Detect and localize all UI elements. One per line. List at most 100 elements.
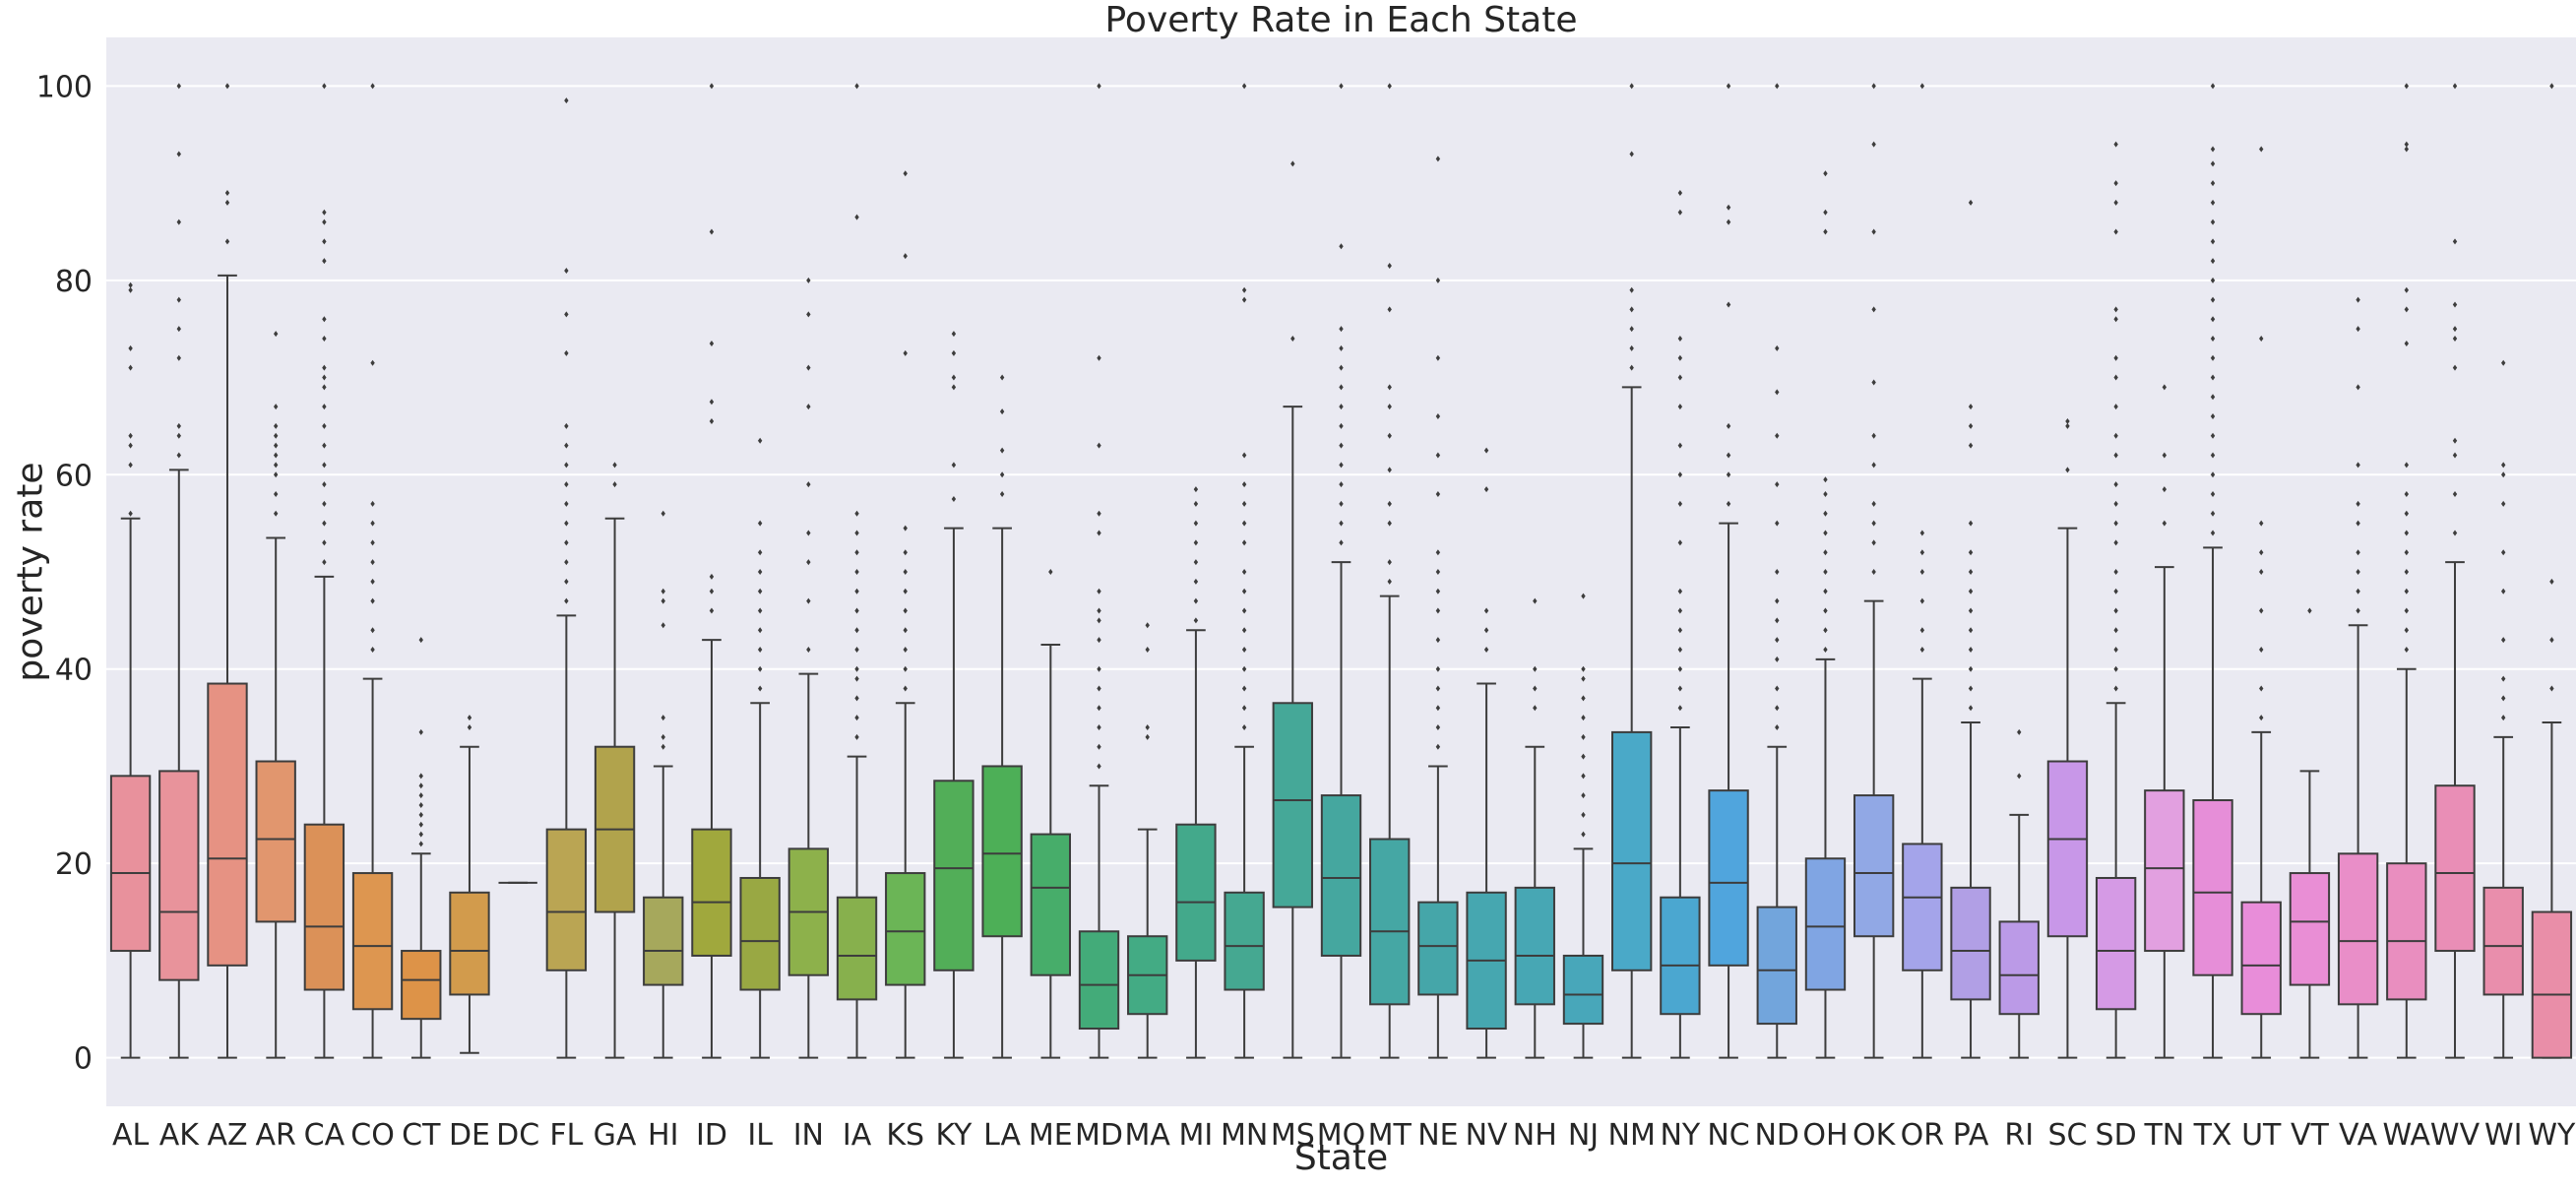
outlier-point: [2210, 452, 2216, 459]
outlier-point: [1435, 277, 1441, 283]
box-mt: [1369, 83, 1411, 1059]
box-nj: [1562, 593, 1604, 1059]
outlier-point: [1339, 243, 1344, 250]
outlier-point: [1193, 578, 1199, 585]
outlier-point: [1339, 500, 1344, 507]
outlier-point: [1193, 500, 1199, 507]
outlier-point: [273, 491, 279, 498]
outlier-point: [176, 151, 181, 157]
outlier-point: [2404, 491, 2410, 498]
outlier-point: [2113, 520, 2118, 527]
outlier-point: [757, 588, 763, 594]
outlier-point: [224, 238, 230, 245]
outlier-point: [2356, 588, 2360, 594]
iqr-box: [2046, 760, 2089, 938]
outlier-point: [1968, 607, 1974, 614]
outlier-point: [2356, 520, 2360, 527]
outlier-point: [1435, 354, 1441, 361]
outlier-point: [1581, 811, 1586, 818]
outlier-point: [806, 530, 811, 536]
outlier-point: [1919, 627, 1925, 634]
outlier-point: [322, 422, 327, 429]
outlier-point: [273, 331, 279, 338]
outlier-point: [2113, 180, 2118, 187]
outlier-point: [2113, 141, 2118, 148]
iqr-box: [1369, 838, 1411, 1006]
x-tick-label-mt: MT: [1368, 1118, 1413, 1153]
outlier-point: [806, 646, 811, 653]
outlier-point: [1097, 723, 1101, 730]
outlier-point: [2210, 146, 2216, 153]
x-tick-label-nv: NV: [1466, 1118, 1508, 1153]
outlier-point: [2404, 306, 2410, 313]
outlier-point: [999, 374, 1005, 381]
outlier-point: [1533, 685, 1538, 692]
outlier-point: [1968, 705, 1974, 712]
outlier-point: [1435, 665, 1441, 672]
outlier-point: [2452, 530, 2458, 536]
outlier-point: [418, 782, 423, 789]
outlier-point: [1097, 530, 1101, 536]
outlier-point: [2452, 238, 2458, 245]
outlier-point: [418, 841, 423, 847]
outlier-point: [2259, 607, 2264, 614]
outlier-point: [854, 675, 859, 682]
outlier-point: [2113, 685, 2118, 692]
outlier-point: [2404, 141, 2410, 148]
outlier-point: [1241, 539, 1247, 546]
box-ne: [1417, 156, 1459, 1059]
iqr-box: [2337, 852, 2379, 1006]
outlier-point: [1919, 530, 1925, 536]
outlier-point: [2549, 637, 2554, 644]
outlier-point: [564, 559, 569, 566]
outlier-point: [176, 219, 181, 225]
box-ms: [1272, 160, 1313, 1059]
iqr-box: [255, 760, 296, 923]
x-tick-label-ut: UT: [2241, 1118, 2282, 1153]
outlier-point: [1919, 569, 1925, 575]
iqr-box: [1853, 794, 1895, 938]
outlier-point: [806, 481, 811, 488]
outlier-point: [1871, 569, 1876, 575]
outlier-point: [2404, 646, 2410, 653]
iqr-box: [2095, 876, 2137, 1011]
outlier-point: [370, 539, 375, 546]
x-tick-label-wv: WV: [2430, 1118, 2481, 1153]
outlier-point: [2113, 607, 2118, 614]
outlier-point: [1871, 228, 1876, 235]
outlier-point: [903, 569, 908, 575]
box-la: [981, 374, 1023, 1059]
outlier-point: [2501, 637, 2506, 644]
outlier-point: [467, 715, 472, 721]
box-vt: [2289, 607, 2331, 1059]
box-fl: [545, 97, 588, 1059]
outlier-point: [1435, 549, 1441, 556]
outlier-point: [1823, 209, 1828, 216]
box-ak: [158, 83, 200, 1059]
outlier-point: [1241, 520, 1247, 527]
outlier-point: [2549, 83, 2554, 90]
outlier-point: [1871, 379, 1876, 386]
x-tick-label-sd: SD: [2096, 1118, 2137, 1153]
x-tick-label-or: OR: [1901, 1118, 1944, 1153]
outlier-point: [1775, 705, 1780, 712]
outlier-point: [1339, 481, 1344, 488]
outlier-point: [1435, 588, 1441, 594]
iqr-box: [1902, 843, 1943, 971]
outlier-point: [1629, 286, 1634, 293]
outlier-point: [709, 340, 715, 346]
box-me: [1030, 569, 1072, 1059]
box-nd: [1756, 83, 1797, 1059]
outlier-point: [1919, 646, 1925, 653]
x-tick-label-ct: CT: [402, 1118, 441, 1153]
x-tick-label-oh: OH: [1802, 1118, 1848, 1153]
outlier-point: [128, 442, 133, 449]
box-hi: [643, 510, 684, 1059]
x-tick-label-wy: WY: [2528, 1118, 2576, 1153]
outlier-point: [1775, 344, 1780, 351]
y-tick-label: 60: [55, 459, 93, 493]
outlier-point: [2113, 306, 2118, 313]
outlier-point: [757, 607, 763, 614]
outlier-point: [1241, 296, 1247, 303]
